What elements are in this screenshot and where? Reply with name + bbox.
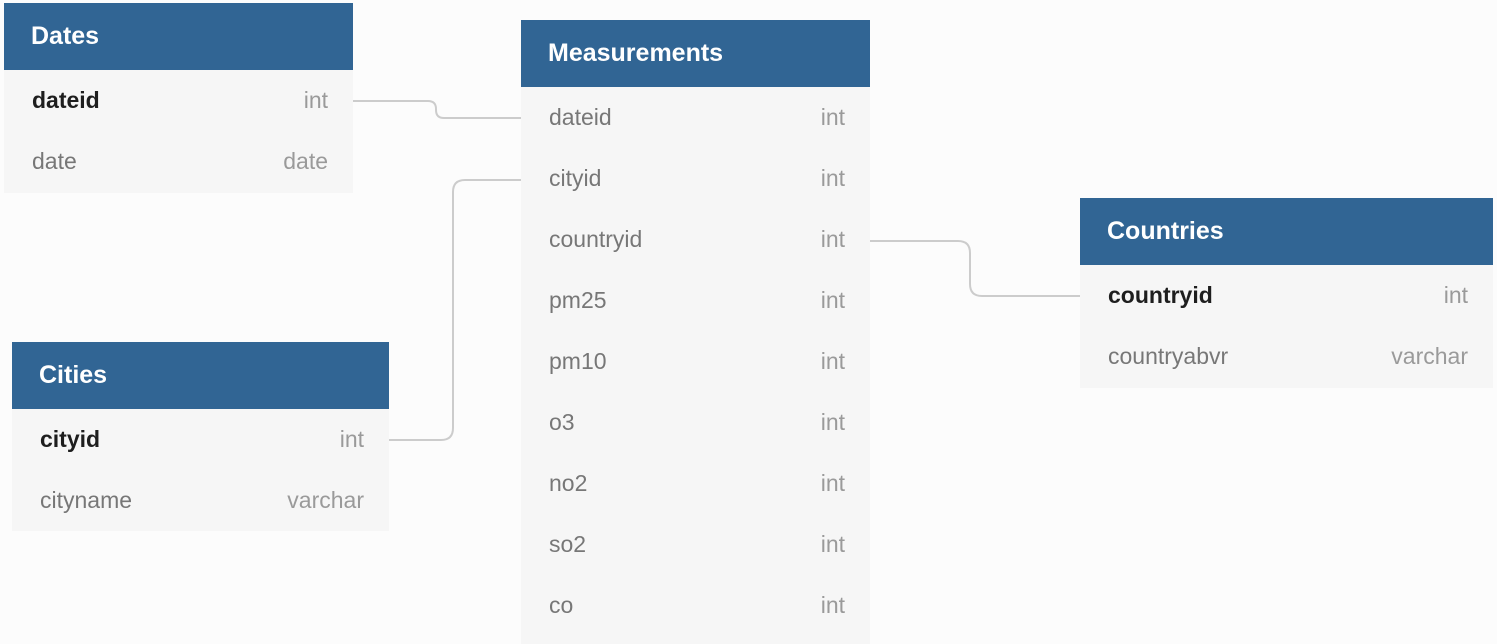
field-row-date[interactable]: date date [4, 131, 353, 192]
field-type: int [820, 470, 845, 496]
field-row-countryabvr[interactable]: countryabvr varchar [1080, 326, 1493, 387]
field-row-countryid[interactable]: countryid int [1080, 265, 1493, 326]
field-type: date [283, 148, 328, 174]
field-row-pm10[interactable]: pm10 int [521, 331, 870, 392]
field-type: varchar [1391, 343, 1468, 369]
connector-dates-measurements [353, 100, 521, 119]
field-row-o3[interactable]: o3 int [521, 392, 870, 453]
field-name: pm25 [549, 287, 607, 313]
field-row-cityid[interactable]: cityid int [521, 148, 870, 209]
table-header-countries[interactable]: Countries [1080, 198, 1493, 265]
field-row-co[interactable]: co int [521, 575, 870, 636]
field-row-cityid[interactable]: cityid int [12, 409, 389, 470]
field-type: int [1443, 282, 1468, 308]
table-countries[interactable]: Countries countryid int countryabvr varc… [1080, 198, 1493, 388]
field-type: int [820, 104, 845, 130]
table-header-measurements[interactable]: Measurements [521, 20, 870, 87]
connector-cities-measurements [389, 179, 521, 441]
table-cities[interactable]: Cities cityid int cityname varchar [12, 342, 389, 531]
field-name: date [32, 148, 77, 174]
field-type: int [303, 87, 328, 113]
field-name: no2 [549, 470, 588, 496]
field-type: int [820, 287, 845, 313]
table-header-dates[interactable]: Dates [4, 3, 353, 70]
field-type: varchar [287, 487, 364, 513]
field-name: cityid [40, 426, 101, 452]
table-header-cities[interactable]: Cities [12, 342, 389, 409]
field-name: countryid [1108, 282, 1213, 308]
field-name: o3 [549, 409, 575, 435]
field-type: int [820, 409, 845, 435]
field-name: dateid [32, 87, 100, 113]
field-type: int [339, 426, 364, 452]
field-type: int [820, 226, 845, 252]
field-type: int [820, 592, 845, 618]
field-row-cityname[interactable]: cityname varchar [12, 470, 389, 531]
field-row-countryid[interactable]: countryid int [521, 209, 870, 270]
field-type: int [820, 531, 845, 557]
field-name: cityname [40, 487, 133, 513]
table-dates[interactable]: Dates dateid int date date [4, 3, 353, 193]
field-name: pm10 [549, 348, 607, 374]
field-name: countryid [549, 226, 643, 252]
field-name: countryabvr [1108, 343, 1229, 369]
field-row-no2[interactable]: no2 int [521, 453, 870, 514]
table-measurements[interactable]: Measurements dateid int cityid int count… [521, 20, 870, 644]
field-name: so2 [549, 531, 587, 557]
field-row-dateid[interactable]: dateid int [521, 87, 870, 148]
field-name: dateid [549, 104, 612, 130]
field-row-pm25[interactable]: pm25 int [521, 270, 870, 331]
field-name: co [549, 592, 574, 618]
field-name: cityid [549, 165, 602, 191]
connector-measurements-countries [870, 240, 1080, 297]
field-type: int [820, 348, 845, 374]
field-type: int [820, 165, 845, 191]
field-row-so2[interactable]: so2 int [521, 514, 870, 575]
field-row-dateid[interactable]: dateid int [4, 70, 353, 131]
